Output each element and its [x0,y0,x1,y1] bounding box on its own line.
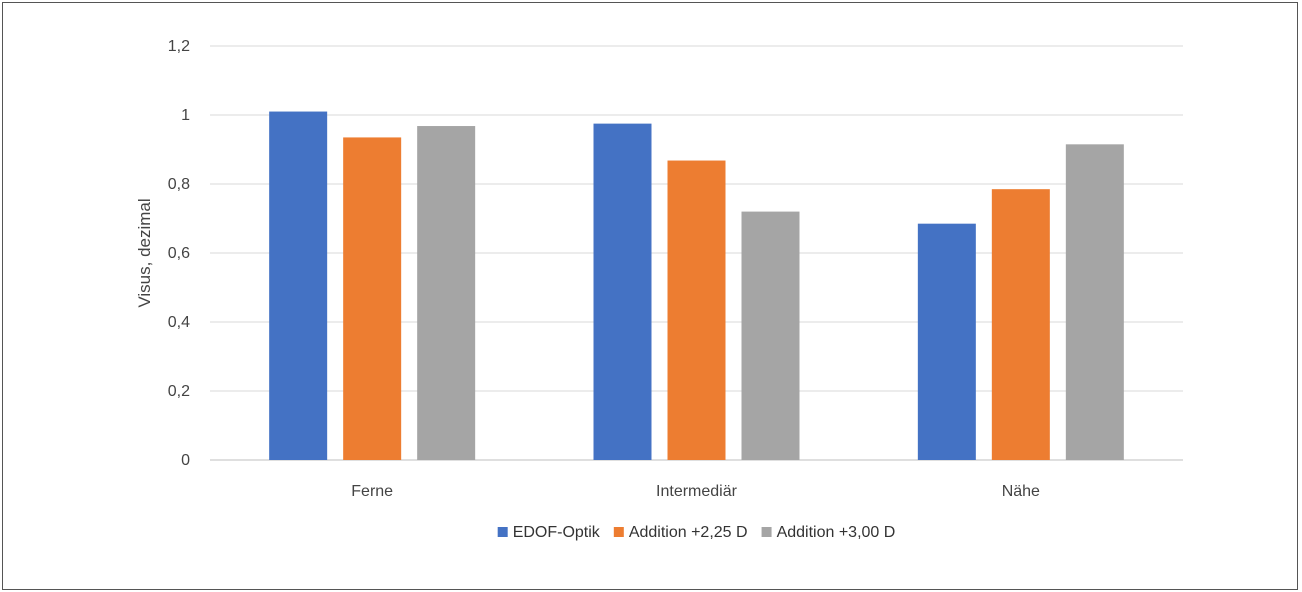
bar [417,126,476,460]
bar [1065,144,1124,460]
x-tick-labels: Ferne Intermediär Nähe [351,483,1040,500]
y-tick-labels: 0 0,2 0,4 0,6 0,8 1 1,2 [168,38,190,469]
legend-swatch [613,527,624,537]
bar [741,211,800,460]
x-tick-label: Ferne [351,483,393,500]
y-tick-label: 0,8 [168,176,190,193]
bar [667,160,726,461]
y-axis-label: Visus, dezimal [135,198,154,307]
y-tick-label: 0 [181,452,190,469]
x-tick-label: Intermediär [656,483,738,500]
bar [991,189,1050,461]
bar [269,111,328,461]
y-tick-label: 1,2 [168,38,190,55]
legend-item: EDOF-Optik [497,524,601,541]
legend-swatch [497,527,508,537]
x-tick-label: Nähe [1002,483,1040,500]
legend-label: Addition +3,00 D [777,524,896,541]
bar [917,223,976,460]
bar [593,123,652,460]
y-tick-label: 0,2 [168,383,190,400]
legend-label: Addition +2,25 D [629,524,748,541]
y-tick-label: 0,6 [168,245,190,262]
bar [343,137,402,461]
y-tick-label: 0,4 [168,314,190,331]
legend-item: Addition +2,25 D [613,524,748,541]
bars [269,111,1124,461]
legend-item: Addition +3,00 D [761,524,896,541]
legend-label: EDOF-Optik [513,524,601,541]
y-tick-label: 1 [181,107,190,124]
legend: EDOF-Optik Addition +2,25 D Addition +3,00… [497,524,896,541]
legend-swatch [761,527,772,537]
